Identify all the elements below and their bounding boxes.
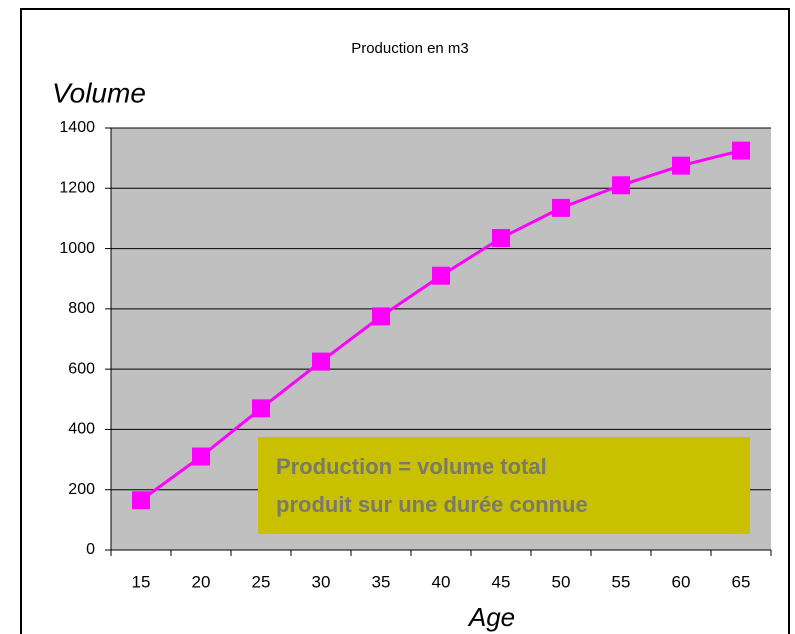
marker bbox=[372, 307, 390, 326]
chart-title: Production en m3 bbox=[351, 40, 469, 57]
annotation-text: Production = volume total bbox=[276, 454, 547, 479]
x-tick-label: 20 bbox=[192, 572, 211, 591]
annotation-text: produit sur une durée connue bbox=[276, 492, 588, 517]
x-tick-label: 40 bbox=[432, 572, 451, 591]
marker bbox=[492, 229, 510, 248]
y-tick-label: 800 bbox=[68, 300, 95, 317]
y-tick-label: 1200 bbox=[59, 180, 95, 197]
x-tick-label: 15 bbox=[132, 572, 151, 591]
marker bbox=[132, 491, 150, 510]
x-tick-label: 45 bbox=[492, 572, 511, 591]
y-tick-label: 600 bbox=[68, 360, 95, 377]
y-tick-label: 1400 bbox=[59, 119, 95, 136]
x-tick-label: 50 bbox=[552, 572, 571, 591]
y-tick-label: 400 bbox=[68, 421, 95, 438]
marker bbox=[252, 399, 270, 418]
y-tick-label: 1000 bbox=[59, 240, 95, 257]
marker bbox=[312, 352, 330, 371]
marker bbox=[192, 447, 210, 466]
y-tick-label: 0 bbox=[86, 541, 95, 558]
marker bbox=[612, 176, 630, 195]
x-axis-label: Age bbox=[467, 602, 515, 632]
x-tick-label: 35 bbox=[372, 572, 391, 591]
x-tick-label: 30 bbox=[312, 572, 331, 591]
x-tick-label: 25 bbox=[252, 572, 271, 591]
y-tick-label: 200 bbox=[68, 481, 95, 498]
x-tick-label: 65 bbox=[732, 572, 751, 591]
marker bbox=[672, 156, 690, 175]
marker bbox=[432, 266, 450, 285]
marker bbox=[552, 198, 570, 217]
x-tick-label: 55 bbox=[612, 572, 631, 591]
x-tick-label: 60 bbox=[672, 572, 691, 591]
y-axis-label: Volume bbox=[52, 77, 146, 108]
marker bbox=[732, 141, 750, 160]
annotation-box bbox=[258, 437, 750, 534]
